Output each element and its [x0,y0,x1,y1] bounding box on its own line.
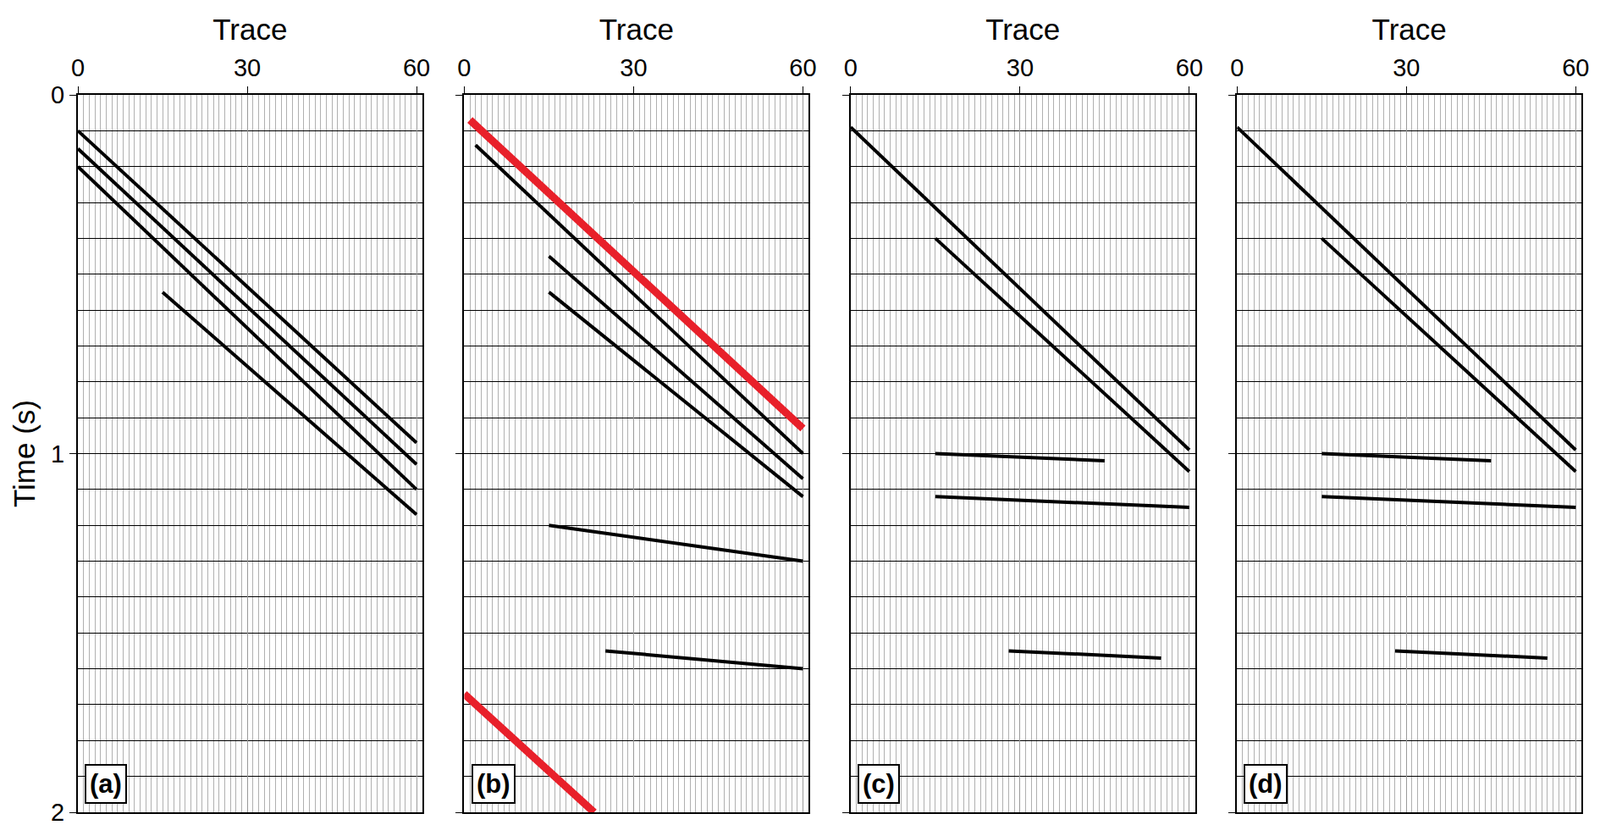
svg-text:0: 0 [50,81,65,109]
svg-text:Time (s): Time (s) [7,399,41,508]
svg-text:60: 60 [1175,54,1203,82]
svg-text:1: 1 [50,440,65,468]
svg-text:60: 60 [402,54,431,82]
svg-text:Trace: Trace [1372,12,1447,46]
svg-text:(c): (c) [862,768,895,799]
svg-text:30: 30 [1006,54,1034,82]
svg-text:30: 30 [619,54,647,82]
svg-text:(d): (d) [1248,768,1283,799]
svg-text:60: 60 [788,54,817,82]
svg-text:0: 0 [844,54,858,82]
svg-text:Trace: Trace [599,12,674,46]
svg-text:Trace: Trace [212,12,287,46]
svg-text:0: 0 [457,54,471,82]
svg-text:0: 0 [71,54,85,82]
svg-text:Trace: Trace [985,12,1060,46]
svg-text:(a): (a) [89,768,122,799]
svg-text:2: 2 [50,798,65,826]
svg-text:(b): (b) [476,768,511,799]
svg-text:30: 30 [1392,54,1420,82]
svg-text:60: 60 [1561,54,1589,82]
svg-text:30: 30 [233,54,261,82]
svg-text:0: 0 [1230,54,1244,82]
